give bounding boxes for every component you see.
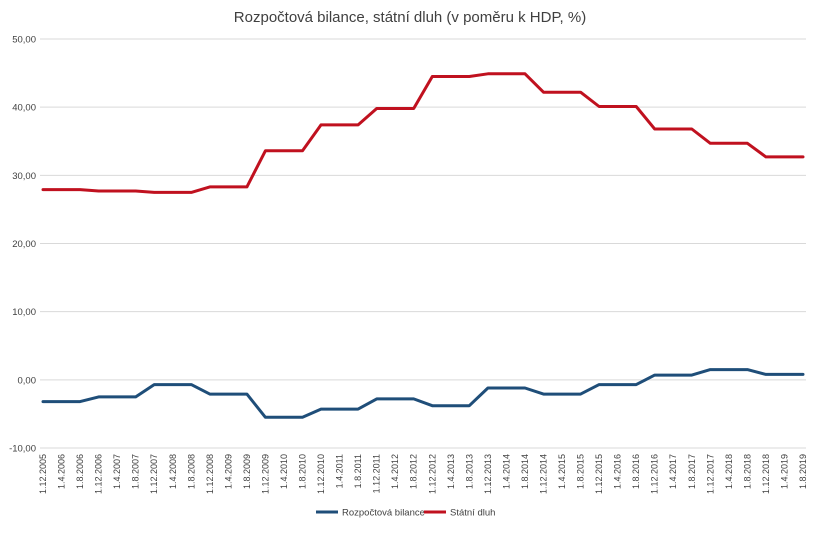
x-tick-label: 1.12.2011 xyxy=(372,454,382,493)
x-tick-label: 1.4.2009 xyxy=(223,454,233,489)
x-tick-label: 1.12.2014 xyxy=(538,454,548,494)
y-tick-label: 40,00 xyxy=(12,103,36,114)
x-tick-label: 1.8.2012 xyxy=(409,454,419,489)
series-line-debt xyxy=(41,72,805,194)
x-tick-label: 1.8.2019 xyxy=(798,454,808,489)
x-tick-label: 1.4.2013 xyxy=(446,454,456,489)
legend: Rozpočtová bilance Státní dluh xyxy=(316,508,495,519)
x-tick-label: 1.12.2017 xyxy=(705,454,715,494)
x-tick-label: 1.12.2005 xyxy=(38,454,48,494)
x-tick-label: 1.8.2016 xyxy=(631,454,641,489)
x-tick-label: 1.12.2016 xyxy=(650,454,660,494)
y-axis-ticks: -10,00 0,00 10,00 20,00 30,00 40,00 50,00 xyxy=(9,35,36,455)
x-tick-label: 1.4.2019 xyxy=(779,454,789,489)
x-tick-label: 1.8.2009 xyxy=(242,454,252,489)
x-tick-label: 1.8.2011 xyxy=(353,454,363,488)
y-tick-label: 10,00 xyxy=(12,307,36,318)
x-tick-label: 1.12.2013 xyxy=(483,454,493,494)
chart-title: Rozpočtová bilance, státní dluh (v poměr… xyxy=(234,9,586,26)
legend-label: Státní dluh xyxy=(450,508,495,519)
x-tick-label: 1.4.2016 xyxy=(613,454,623,489)
x-tick-label: 1.4.2015 xyxy=(557,454,567,489)
x-tick-label: 1.8.2006 xyxy=(75,454,85,489)
y-tick-label: -10,00 xyxy=(9,444,36,455)
legend-label: Rozpočtová bilance xyxy=(342,508,425,519)
x-tick-label: 1.12.2018 xyxy=(761,454,771,494)
x-tick-label: 1.4.2011 xyxy=(335,454,345,488)
series-line-balance xyxy=(41,368,805,419)
x-tick-label: 1.8.2013 xyxy=(464,454,474,489)
x-tick-label: 1.8.2014 xyxy=(520,454,530,489)
x-tick-label: 1.4.2017 xyxy=(668,454,678,489)
x-tick-label: 1.4.2018 xyxy=(724,454,734,489)
y-tick-label: 30,00 xyxy=(12,171,36,182)
x-tick-label: 1.8.2017 xyxy=(687,454,697,489)
x-tick-label: 1.8.2007 xyxy=(131,454,141,489)
x-tick-label: 1.8.2008 xyxy=(186,454,196,489)
x-tick-label: 1.12.2015 xyxy=(594,454,604,494)
x-tick-label: 1.4.2010 xyxy=(279,454,289,489)
x-tick-label: 1.4.2006 xyxy=(57,454,67,489)
x-tick-label: 1.12.2012 xyxy=(427,454,437,494)
x-tick-label: 1.8.2010 xyxy=(298,454,308,489)
x-tick-label: 1.4.2014 xyxy=(501,454,511,489)
y-tick-label: 20,00 xyxy=(12,239,36,250)
x-tick-label: 1.12.2009 xyxy=(260,454,270,494)
y-tick-label: 0,00 xyxy=(18,375,37,386)
x-tick-label: 1.4.2008 xyxy=(168,454,178,489)
x-tick-label: 1.4.2007 xyxy=(112,454,122,489)
series-lines xyxy=(41,72,805,419)
x-tick-label: 1.12.2008 xyxy=(205,454,215,494)
y-tick-label: 50,00 xyxy=(12,35,36,46)
x-tick-label: 1.12.2010 xyxy=(316,454,326,494)
x-tick-label: 1.8.2015 xyxy=(576,454,586,489)
x-tick-label: 1.12.2006 xyxy=(94,454,104,494)
x-tick-label: 1.12.2007 xyxy=(149,454,159,494)
x-axis-ticks: 1.12.2005 1.4.2006 1.8.2006 1.12.2006 1.4.20… xyxy=(38,454,808,494)
gridlines xyxy=(40,38,806,449)
x-tick-label: 1.4.2012 xyxy=(390,454,400,489)
x-tick-label: 1.8.2018 xyxy=(742,454,752,489)
